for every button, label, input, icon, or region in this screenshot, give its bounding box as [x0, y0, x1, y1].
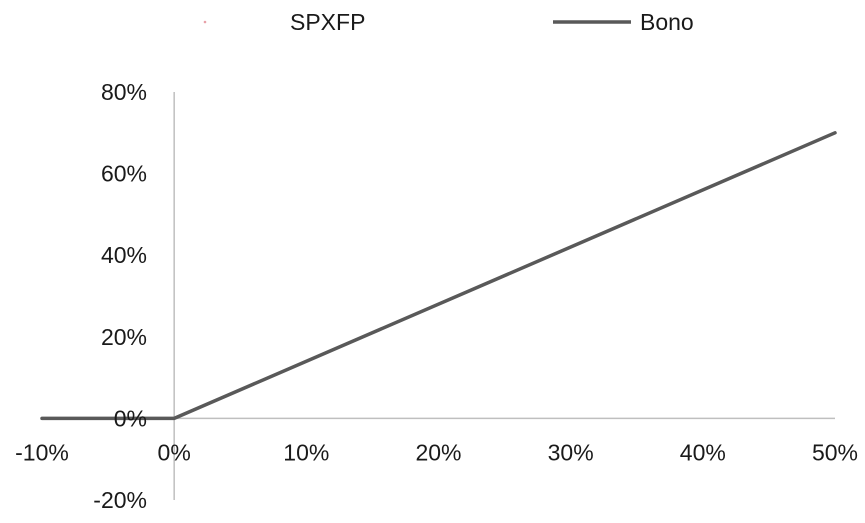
x-tick-label: 10% [283, 439, 329, 465]
legend-label-bono: Bono [640, 9, 694, 35]
y-tick-label: 40% [101, 242, 147, 268]
y-tick-label: 20% [101, 324, 147, 350]
legend-marker-spxfp [203, 20, 207, 24]
x-tick-label: 40% [680, 439, 726, 465]
x-tick-label: 20% [415, 439, 461, 465]
series-layer [40, 131, 837, 421]
y-tick-label: -20% [93, 487, 147, 513]
tick-labels: -20% 0% 20% 40% 60% 80% -10% 0% 10% 20% 30% 40% 50% [15, 79, 858, 513]
y-tick-label: 60% [101, 161, 147, 187]
legend: SPXFP Bono [203, 9, 694, 35]
legend-label-spxfp: SPXFP [290, 9, 365, 35]
y-tick-label: 0% [114, 405, 147, 431]
series-line-bono [40, 131, 837, 421]
x-tick-label: 50% [812, 439, 858, 465]
y-tick-label: 80% [101, 79, 147, 105]
x-tick-label: 0% [158, 439, 191, 465]
x-tick-label: -10% [15, 439, 69, 465]
x-tick-label: 30% [548, 439, 594, 465]
